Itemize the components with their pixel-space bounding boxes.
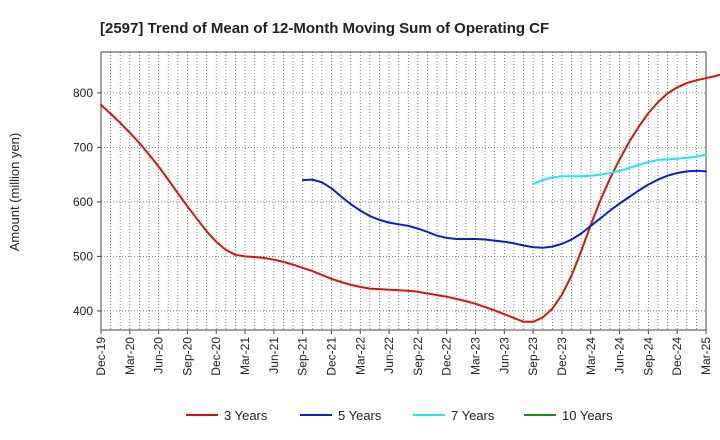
x-tick-label: Dec-19 (94, 337, 108, 376)
x-tick-label: Mar-21 (238, 337, 252, 375)
series-line-7-years (532, 153, 707, 185)
x-tick-label: Mar-25 (699, 337, 713, 375)
legend: 3 Years 5 Years 7 Years 10 Years (186, 408, 613, 423)
y-tick-label: 400 (73, 304, 93, 318)
x-tick-label: Mar-23 (469, 337, 483, 375)
x-tick-label: Sep-22 (411, 337, 425, 376)
series-group (100, 73, 720, 323)
x-tick-label: Jun-20 (152, 337, 166, 374)
y-tick-label: 800 (73, 86, 93, 100)
legend-label: 10 Years (562, 408, 613, 423)
x-tick-label: Dec-22 (440, 337, 454, 376)
y-axis-label: Amount (million yen) (7, 133, 22, 252)
x-tick-label: Dec-23 (555, 337, 569, 376)
x-tick-label: Sep-23 (526, 337, 540, 376)
y-tick-label: 700 (73, 140, 93, 154)
chart-title: [2597] Trend of Mean of 12-Month Moving … (100, 20, 549, 37)
x-axis: Dec-19 Mar-20 Jun-20 Sep-20 Dec-20 Mar-21 Jun-… (94, 330, 713, 376)
x-tick-label: Sep-24 (641, 337, 655, 376)
y-tick-label: 600 (73, 195, 93, 209)
y-axis: 400 500 600 700 800 (73, 86, 101, 318)
legend-label: 3 Years (224, 408, 268, 423)
x-tick-label: Mar-22 (353, 337, 367, 375)
legend-label: 5 Years (338, 408, 382, 423)
plot-frame (100, 51, 707, 331)
x-tick-label: Mar-24 (584, 337, 598, 375)
legend-label: 7 Years (451, 408, 495, 423)
x-tick-label: Dec-21 (324, 337, 338, 376)
x-tick-label: Dec-24 (670, 337, 684, 376)
x-tick-label: Sep-21 (296, 337, 310, 376)
series-line-3-years (100, 73, 720, 323)
x-tick-label: Sep-20 (180, 337, 194, 376)
grid (100, 52, 707, 330)
x-tick-label: Jun-23 (497, 337, 511, 374)
x-tick-label: Dec-20 (209, 337, 223, 376)
y-tick-label: 500 (73, 249, 93, 263)
x-tick-label: Jun-21 (267, 337, 281, 374)
series-line-5-years (301, 169, 707, 249)
x-tick-label: Mar-20 (123, 337, 137, 375)
x-tick-label: Jun-24 (613, 337, 627, 374)
x-tick-label: Jun-22 (382, 337, 396, 374)
